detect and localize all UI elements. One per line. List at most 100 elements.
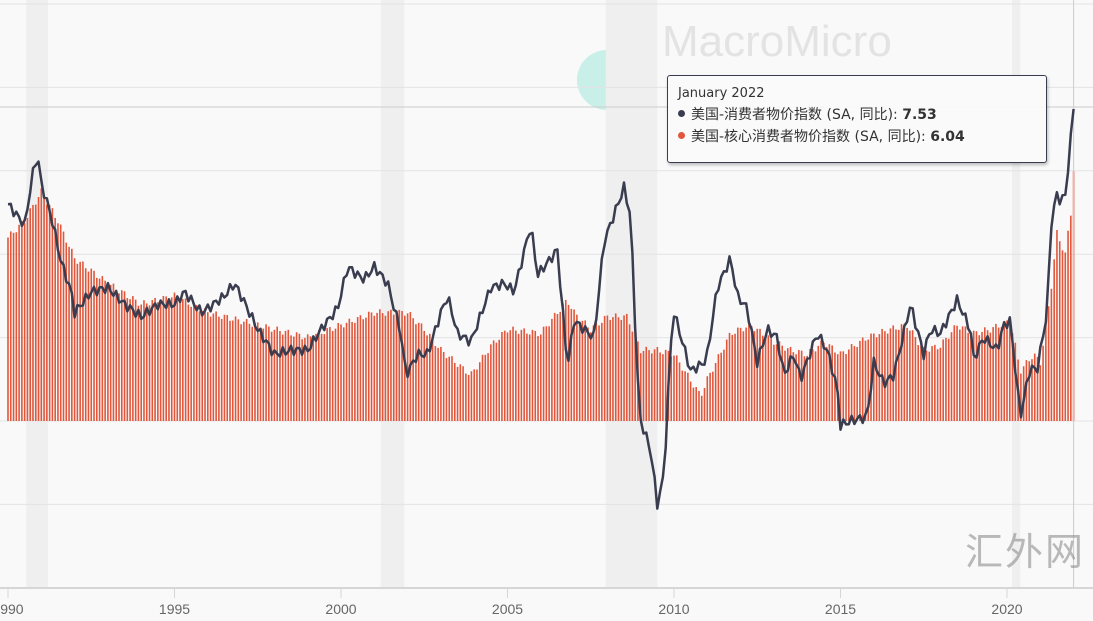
core-cpi-bar	[448, 356, 451, 421]
core-cpi-bar	[207, 312, 209, 421]
core-cpi-bar	[967, 332, 969, 421]
core-cpi-bar	[212, 313, 215, 421]
core-cpi-bar	[895, 329, 897, 421]
core-cpi-bar	[256, 322, 259, 421]
core-cpi-bar	[309, 336, 312, 421]
core-cpi-bar	[226, 315, 229, 421]
core-cpi-bar	[1067, 230, 1069, 421]
core-cpi-bar	[387, 311, 389, 421]
core-cpi-bar	[639, 353, 642, 421]
core-cpi-bar	[48, 205, 51, 421]
core-cpi-bar	[401, 310, 403, 421]
core-cpi-bar	[157, 302, 159, 421]
core-cpi-bar	[773, 344, 775, 421]
core-cpi-bar	[254, 322, 256, 421]
core-cpi-bar	[687, 372, 689, 421]
core-cpi-bar	[775, 344, 778, 421]
core-cpi-bar	[653, 349, 656, 421]
core-cpi-bar	[734, 333, 736, 421]
core-cpi-bar	[229, 320, 231, 421]
core-cpi-bar	[501, 332, 503, 421]
core-cpi-bar	[478, 362, 481, 421]
core-cpi-bar	[148, 305, 151, 421]
core-cpi-bar	[720, 352, 722, 421]
core-cpi-bar	[451, 356, 453, 421]
core-cpi-bar	[270, 331, 273, 421]
core-cpi-bar	[417, 322, 420, 421]
core-cpi-bar	[770, 337, 772, 421]
core-cpi-bar	[431, 337, 434, 421]
core-cpi-bar	[698, 390, 700, 421]
tooltip-row-core-cpi: 美国-核心消费者物价指数 (SA, 同比): 6.04	[678, 126, 1036, 148]
core-cpi-bar	[115, 289, 118, 421]
core-cpi-bar	[398, 309, 401, 421]
core-cpi-bar	[626, 313, 628, 421]
core-cpi-bar	[323, 334, 326, 421]
core-cpi-bar	[195, 305, 198, 421]
x-tick-label: 2005	[492, 601, 523, 617]
core-cpi-bar	[379, 309, 381, 421]
core-cpi-bar	[101, 276, 104, 421]
core-cpi-bar	[98, 278, 101, 421]
core-cpi-bar	[551, 318, 553, 421]
core-cpi-bar	[109, 284, 112, 421]
core-cpi-bar	[1039, 365, 1042, 421]
core-cpi-bar	[359, 315, 362, 421]
core-cpi-bar	[798, 350, 800, 421]
core-cpi-bar	[762, 335, 764, 421]
core-cpi-bar	[592, 325, 595, 421]
core-cpi-bar	[928, 351, 931, 421]
core-cpi-bar	[670, 356, 673, 421]
core-cpi-bar	[531, 329, 534, 421]
core-cpi-bar	[151, 300, 154, 421]
core-cpi-bar	[154, 297, 156, 421]
core-cpi-bar	[850, 343, 853, 421]
core-cpi-bar	[503, 330, 506, 421]
core-cpi-bar	[392, 314, 395, 421]
core-cpi-bar	[312, 338, 315, 421]
x-tick-label: 2010	[658, 601, 689, 617]
core-cpi-bar	[51, 208, 54, 421]
core-cpi-bar	[326, 328, 328, 421]
core-cpi-bar	[675, 355, 678, 421]
core-cpi-bar	[992, 327, 994, 421]
core-cpi-bar	[709, 372, 711, 421]
core-cpi-bar	[1000, 327, 1003, 421]
core-cpi-bar	[542, 326, 545, 421]
core-cpi-bar	[112, 283, 115, 421]
core-cpi-bar	[570, 308, 573, 421]
core-cpi-bar	[517, 333, 520, 421]
core-cpi-bar	[981, 332, 983, 421]
core-cpi-bar	[767, 335, 770, 421]
core-cpi-bar	[959, 329, 961, 421]
core-cpi-bar	[179, 301, 181, 421]
core-cpi-bar	[498, 339, 500, 421]
core-cpi-bar	[984, 327, 986, 421]
core-cpi-bar	[1031, 359, 1033, 421]
core-cpi-bar	[107, 286, 109, 421]
core-cpi-bar	[839, 351, 842, 421]
core-cpi-bar	[1050, 288, 1053, 421]
core-cpi-bar	[631, 331, 634, 421]
core-cpi-bar	[725, 339, 728, 421]
core-cpi-bar	[43, 196, 45, 421]
core-cpi-bar	[304, 337, 306, 421]
core-cpi-bar	[68, 246, 70, 421]
core-cpi-bar	[243, 321, 245, 421]
core-cpi-bar	[659, 352, 661, 421]
tooltip-core-cpi-label: 美国-核心消费者物价指数 (SA, 同比):	[691, 129, 931, 145]
core-cpi-bar	[786, 348, 789, 421]
core-cpi-bar	[825, 346, 828, 421]
core-cpi-bar	[845, 354, 847, 421]
core-cpi-bar	[964, 326, 967, 421]
core-cpi-bar	[473, 369, 475, 421]
core-cpi-bar	[118, 293, 120, 421]
core-cpi-bar	[809, 349, 811, 421]
core-cpi-bar	[978, 335, 981, 421]
core-cpi-bar	[23, 223, 26, 421]
core-cpi-bar	[481, 354, 484, 421]
core-cpi-bar	[29, 208, 31, 421]
core-cpi-bar	[437, 347, 439, 421]
core-cpi-bar	[265, 324, 267, 421]
core-cpi-bar	[956, 325, 958, 421]
